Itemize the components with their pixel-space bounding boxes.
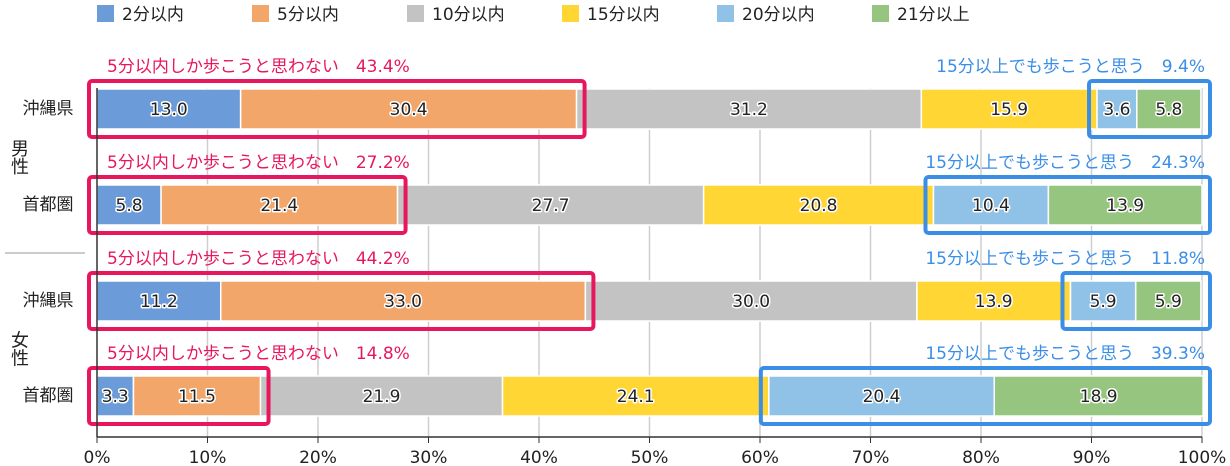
legend-swatch	[97, 5, 114, 22]
annotation: 15分以上でも歩こうと思う 24.3%	[925, 153, 1205, 173]
value-label: 24.1	[617, 387, 655, 407]
legend-swatch	[562, 5, 579, 22]
value-label: 5.8	[1155, 100, 1182, 120]
value-label: 20.4	[863, 387, 901, 407]
value-label: 13.0	[150, 100, 188, 120]
bar-segment	[1069, 280, 1137, 322]
x-tick-label: 40%	[520, 448, 558, 466]
value-label: 10.4	[972, 196, 1010, 216]
highlight-box	[87, 366, 271, 426]
value-label: 18.9	[1080, 387, 1118, 407]
value-label: 30.0	[732, 292, 770, 312]
value-label: 21.4	[260, 196, 298, 216]
x-tick-label: 10%	[189, 448, 227, 466]
legend-label: 2分以内	[122, 5, 184, 25]
value-label: 15.9	[990, 100, 1028, 120]
value-label: 13.9	[975, 292, 1013, 312]
group-label: 男性	[8, 139, 29, 175]
annotation: 15分以上でも歩こうと思う 11.8%	[925, 249, 1205, 269]
value-label: 21.9	[363, 387, 401, 407]
x-tick-label: 70%	[852, 448, 890, 466]
value-label: 31.2	[730, 100, 768, 120]
bar-segment	[575, 88, 923, 130]
x-tick-label: 60%	[741, 448, 779, 466]
category-label: 首都圏	[23, 386, 74, 406]
legend-swatch	[252, 5, 269, 22]
legend-swatch	[407, 5, 424, 22]
bar-segment	[96, 184, 162, 226]
x-tick-label: 20%	[299, 448, 337, 466]
legend-label: 10分以内	[432, 5, 505, 25]
category-label: 首都圏	[23, 195, 74, 215]
value-label: 27.7	[532, 196, 570, 216]
highlight-box	[1087, 79, 1213, 139]
highlight-box	[87, 79, 587, 139]
annotation: 5分以内しか歩こうと思わない 14.8%	[107, 344, 410, 364]
bar-segment	[1047, 184, 1203, 226]
category-label: 沖縄県	[23, 291, 74, 311]
highlight-box	[923, 175, 1212, 235]
bar-segment	[1136, 88, 1202, 130]
bar-segment	[584, 280, 918, 322]
x-tick-label: 100%	[1178, 448, 1227, 466]
group-label: 女性	[8, 330, 29, 366]
value-label: 3.3	[102, 387, 129, 407]
legend-label: 15分以内	[587, 5, 660, 25]
bar-segment	[220, 280, 587, 322]
bar-segment	[768, 375, 996, 417]
annotation: 5分以内しか歩こうと思わない 27.2%	[107, 153, 410, 173]
value-label: 30.4	[390, 100, 428, 120]
value-label: 11.5	[178, 387, 216, 407]
x-tick-label: 90%	[1073, 448, 1111, 466]
annotation: 5分以内しか歩こうと思わない 44.2%	[107, 249, 410, 269]
value-label: 33.0	[384, 292, 422, 312]
value-label: 5.9	[1090, 292, 1117, 312]
bar-segment	[396, 184, 705, 226]
annotation: 15分以上でも歩こうと思う 9.4%	[936, 57, 1205, 77]
bar-segment	[96, 280, 222, 322]
bar-segment	[702, 184, 935, 226]
category-label: 沖縄県	[23, 99, 74, 119]
legend-swatch	[872, 5, 889, 22]
annotation: 15分以上でも歩こうと思う 39.3%	[925, 344, 1205, 364]
value-label: 3.6	[1103, 100, 1130, 120]
value-label: 5.9	[1155, 292, 1182, 312]
legend-label: 5分以内	[277, 5, 339, 25]
legend-label: 20分以内	[742, 5, 815, 25]
bar-segment	[993, 375, 1204, 417]
x-tick-label: 50%	[631, 448, 669, 466]
value-label: 20.8	[800, 196, 838, 216]
bar-segment	[920, 88, 1098, 130]
highlight-box	[758, 366, 1213, 426]
value-label: 11.2	[140, 292, 178, 312]
legend-swatch	[717, 5, 734, 22]
bar-segment	[132, 375, 262, 417]
x-tick-label: 30%	[410, 448, 448, 466]
highlight-box	[87, 271, 596, 331]
x-tick-label: 0%	[84, 448, 111, 466]
annotation: 5分以内しか歩こうと思わない 43.4%	[107, 57, 410, 77]
bar-segment	[932, 184, 1050, 226]
x-tick-label: 80%	[962, 448, 1000, 466]
legend-label: 21分以上	[897, 5, 970, 25]
bar-segment	[1096, 88, 1138, 130]
highlight-box	[1060, 271, 1212, 331]
value-label: 13.9	[1106, 196, 1144, 216]
value-label: 5.8	[116, 196, 143, 216]
bar-segment	[1134, 280, 1202, 322]
highlight-box	[87, 175, 408, 235]
bar-segment	[96, 375, 135, 417]
